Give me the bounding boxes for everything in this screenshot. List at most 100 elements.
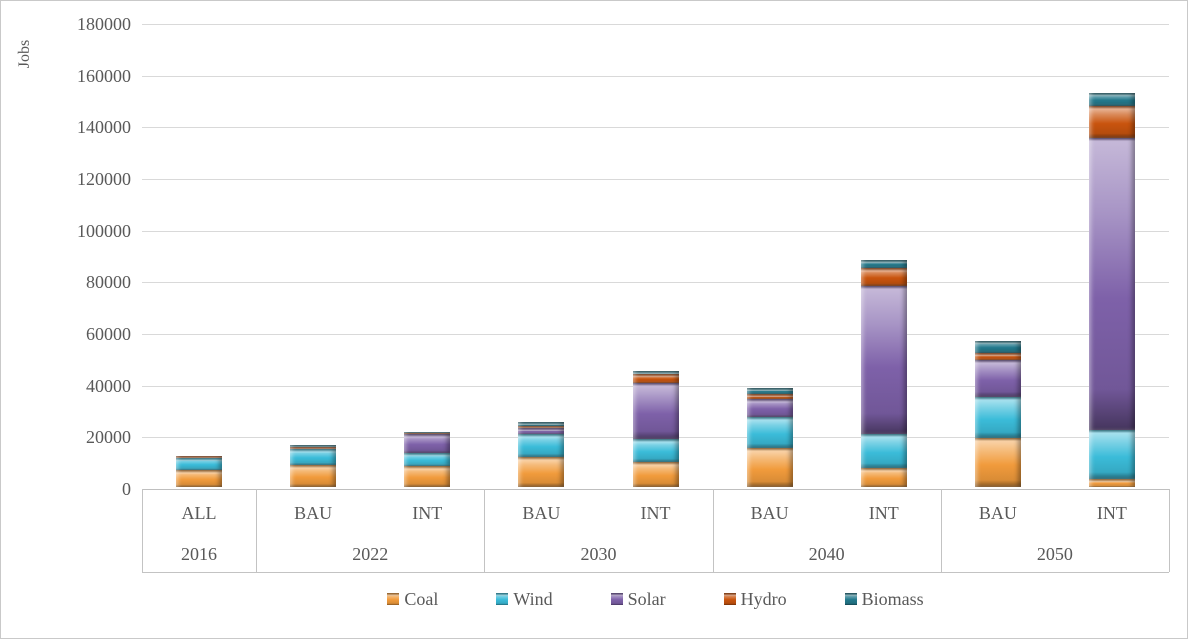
gridline-80000	[142, 282, 1169, 284]
legend-swatch-hydro-icon	[723, 593, 736, 605]
segment-wind	[632, 439, 679, 463]
segment-hydro	[974, 352, 1021, 361]
group-divider	[484, 489, 486, 572]
y-tick-label-60000: 60000	[86, 324, 131, 344]
legend-swatch-wind-icon	[496, 593, 509, 605]
segment-hydro	[1088, 105, 1135, 139]
bar-2030-INT	[632, 370, 679, 487]
legend-item-solar: Solar	[610, 589, 666, 609]
year-label-2050: 2050	[1036, 544, 1073, 564]
segment-solar	[1088, 138, 1135, 431]
year-label-2022: 2022	[352, 544, 389, 564]
segment-wind	[974, 396, 1021, 438]
gridline-160000	[142, 75, 1169, 77]
scenario-label-6: INT	[868, 503, 899, 523]
scenario-label-5: BAU	[750, 503, 789, 523]
segment-biomass	[974, 341, 1021, 353]
segment-wind	[518, 434, 565, 458]
y-tick-label-100000: 100000	[77, 220, 131, 241]
bar-2022-INT	[404, 431, 451, 487]
year-label-2016: 2016	[181, 544, 218, 564]
y-tick-label-160000: 160000	[77, 65, 131, 86]
gridline-140000	[142, 127, 1169, 129]
segment-coal	[860, 467, 907, 487]
bar-2030-BAU	[518, 421, 565, 487]
segment-coal	[404, 466, 451, 487]
segment-hydro	[290, 447, 337, 449]
gridline-100000	[142, 230, 1169, 232]
scenario-label-8: INT	[1096, 503, 1127, 523]
segment-biomass	[290, 445, 337, 448]
gridline-180000	[142, 24, 1169, 25]
segment-solar	[974, 360, 1021, 397]
segment-biomass	[746, 388, 793, 395]
scenario-label-1: BAU	[294, 503, 333, 523]
group-divider	[712, 489, 714, 572]
y-tick-label-80000: 80000	[86, 272, 131, 293]
segment-wind	[1088, 430, 1135, 480]
year-label-2030: 2030	[580, 544, 617, 564]
segment-coal	[746, 448, 793, 487]
x-axis-line	[142, 489, 1169, 490]
segment-hydro	[176, 456, 223, 458]
segment-biomass	[404, 431, 451, 433]
scenario-label-7: BAU	[978, 503, 1017, 523]
segment-wind	[290, 449, 337, 465]
legend-label-coal: Coal	[404, 589, 439, 609]
segment-coal	[518, 457, 565, 487]
year-label-2040: 2040	[808, 544, 845, 564]
bar-2040-BAU	[746, 388, 793, 487]
segment-wind	[176, 457, 223, 471]
legend: Coal Wind Solar Hydro Biomass	[142, 585, 1169, 613]
bar-2016-ALL	[176, 456, 223, 487]
scenario-label-2: INT	[412, 503, 443, 523]
legend-label-solar: Solar	[627, 589, 666, 609]
legend-item-coal: Coal	[387, 590, 438, 608]
segment-solar	[518, 428, 565, 435]
legend-label-hydro: Hydro	[740, 589, 787, 609]
segment-wind	[404, 452, 451, 467]
group-divider	[1169, 489, 1170, 572]
segment-solar	[860, 285, 907, 435]
segment-hydro	[632, 374, 679, 383]
group-divider	[142, 489, 143, 572]
legend-item-biomass: Biomass	[844, 589, 924, 609]
segment-hydro	[860, 267, 907, 286]
bar-2050-INT	[1088, 93, 1135, 487]
bar-2022-BAU	[290, 445, 337, 487]
segment-biomass	[860, 259, 907, 268]
category-box-bottom-line	[142, 572, 1169, 573]
legend-label-biomass: Biomass	[861, 589, 924, 609]
group-divider	[256, 489, 258, 572]
segment-biomass	[518, 421, 565, 427]
bar-2050-BAU	[974, 341, 1021, 487]
segment-hydro	[518, 426, 565, 429]
group-divider	[940, 489, 942, 572]
segment-coal	[632, 462, 679, 487]
gridline-120000	[142, 179, 1169, 180]
segment-solar	[404, 433, 451, 453]
segment-coal	[290, 464, 337, 487]
gridline-60000	[142, 334, 1169, 335]
scenario-label-4: INT	[640, 503, 671, 523]
y-tick-label-20000: 20000	[86, 427, 131, 448]
segment-solar	[632, 382, 679, 440]
y-tick-label-120000: 120000	[77, 169, 131, 189]
segment-wind	[746, 417, 793, 449]
y-tick-label-0: 0	[122, 479, 131, 499]
legend-swatch-solar-icon	[610, 593, 623, 605]
scenario-label-0: ALL	[181, 503, 217, 523]
scenario-label-3: BAU	[522, 503, 561, 523]
y-tick-label-40000: 40000	[86, 375, 131, 396]
segment-coal	[1088, 479, 1135, 487]
segment-coal	[176, 470, 223, 487]
y-tick-label-140000: 140000	[77, 117, 131, 138]
legend-swatch-coal-icon	[387, 593, 400, 605]
bar-2040-INT	[860, 259, 907, 487]
legend-item-wind: Wind	[496, 590, 553, 608]
segment-wind	[860, 434, 907, 468]
y-axis-title: Jobs	[16, 39, 34, 69]
segment-biomass	[1088, 93, 1135, 106]
segment-coal	[974, 437, 1021, 487]
